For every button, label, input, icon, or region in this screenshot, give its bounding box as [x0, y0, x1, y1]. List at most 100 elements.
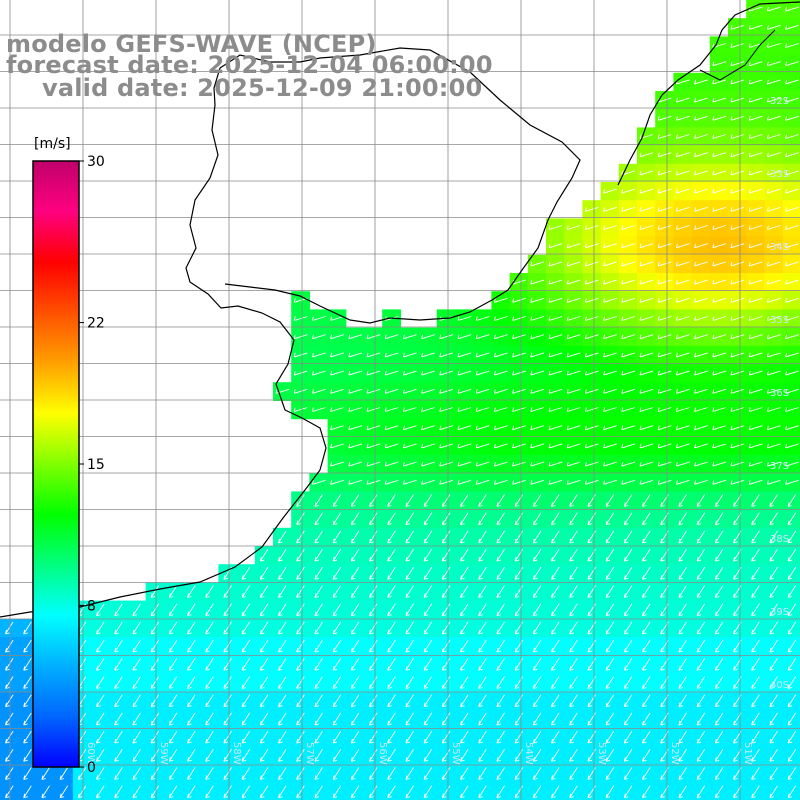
wind-arrow: [623, 639, 633, 653]
wind-arrow: [350, 548, 360, 562]
wind-arrow: [712, 188, 727, 194]
wind-arrow: [639, 479, 654, 485]
wind-arrow: [512, 352, 526, 358]
wind-arrow: [748, 261, 763, 267]
wind-arrow: [678, 694, 687, 708]
wind-arrow: [714, 512, 724, 526]
wind-arrow: [675, 407, 690, 412]
wind-arrow: [694, 425, 708, 431]
wind-arrow: [460, 658, 469, 671]
wind-arrow: [532, 603, 542, 617]
wind-arrow: [348, 352, 363, 358]
wind-arrow: [150, 694, 160, 708]
wind-arrow: [678, 730, 687, 744]
wind-arrow: [405, 530, 414, 544]
wind-arrow: [496, 585, 505, 598]
wind-arrow: [584, 352, 599, 358]
wind-arrow: [423, 548, 433, 562]
wind-arrow: [150, 749, 160, 762]
wind-arrow: [584, 334, 599, 340]
wind-arrow: [330, 352, 344, 358]
wind-arrow: [259, 785, 269, 799]
wind-arrow: [694, 115, 708, 121]
wind-arrow: [384, 461, 399, 467]
wind-arrow: [712, 134, 727, 139]
wind-arrow: [457, 425, 472, 431]
wind-arrow: [259, 694, 269, 708]
latitude-label: 32S: [770, 96, 789, 107]
wind-arrow: [259, 712, 269, 726]
wind-arrow: [441, 767, 451, 780]
wind-arrow: [730, 461, 745, 467]
wind-arrow: [748, 243, 763, 249]
wind-arrow: [748, 479, 763, 485]
wind-arrow: [766, 243, 781, 249]
wind-arrow: [423, 785, 433, 799]
wind-arrow: [769, 567, 778, 580]
wind-arrow: [493, 334, 508, 340]
wind-arrow: [460, 730, 469, 744]
wind-arrow: [514, 676, 524, 689]
wind-arrow: [405, 694, 414, 708]
wind-arrow: [366, 388, 381, 394]
wind-arrow: [769, 676, 778, 689]
wind-arrow: [384, 425, 399, 431]
wind-arrow: [603, 279, 617, 285]
wind-arrow: [150, 767, 160, 780]
wind-arrow: [712, 225, 727, 230]
wind-arrow: [694, 243, 708, 249]
wind-arrow: [678, 639, 687, 653]
wind-arrow: [766, 370, 781, 376]
wind-arrow: [387, 676, 396, 689]
wind-arrow: [766, 115, 781, 121]
wind-arrow: [675, 188, 690, 194]
wind-arrow: [766, 297, 781, 303]
wind-arrow: [369, 658, 378, 671]
wind-arrow: [150, 658, 160, 671]
wind-arrow: [348, 461, 363, 467]
wind-arrow: [241, 749, 251, 762]
wind-arrow: [712, 388, 727, 394]
wind-arrow: [296, 494, 305, 507]
wind-arrow: [114, 694, 123, 708]
wind-arrow: [566, 243, 581, 249]
wind-arrow: [642, 658, 651, 671]
wind-arrow: [766, 134, 781, 139]
wind-arrow: [223, 585, 232, 598]
wind-arrow: [457, 479, 472, 485]
wind-arrow: [187, 694, 196, 708]
wind-arrow: [605, 512, 615, 526]
wind-arrow: [314, 785, 323, 799]
wind-arrow: [296, 548, 305, 562]
wind-arrow: [657, 261, 672, 267]
wind-arrow: [730, 388, 745, 394]
wind-arrow: [551, 749, 560, 762]
wind-arrow: [675, 279, 690, 285]
wind-arrow: [223, 639, 232, 653]
wind-arrow: [259, 749, 269, 762]
wind-arrow: [730, 370, 745, 376]
wind-arrow: [114, 603, 123, 617]
wind-arrow: [478, 567, 487, 580]
wind-arrow: [748, 352, 763, 358]
wind-arrow: [696, 785, 706, 799]
wind-arrow: [493, 316, 508, 321]
wind-arrow: [785, 97, 799, 103]
wind-arrow: [296, 730, 305, 744]
wind-arrow: [460, 621, 469, 635]
wind-arrow: [551, 621, 560, 635]
colorbar-ramp: [32, 160, 80, 768]
wind-arrow: [405, 603, 414, 617]
wind-arrow: [311, 479, 326, 485]
wind-arrow: [623, 548, 633, 562]
wind-arrow: [132, 767, 141, 780]
wind-arrow: [514, 512, 524, 526]
wind-arrow: [514, 603, 524, 617]
wind-arrow: [114, 621, 123, 635]
wind-arrow: [332, 749, 342, 762]
wind-arrow: [530, 407, 545, 412]
wind-arrow: [311, 316, 326, 321]
wind-arrow: [548, 279, 563, 285]
wind-arrow: [478, 730, 487, 744]
wind-arrow: [751, 567, 760, 580]
